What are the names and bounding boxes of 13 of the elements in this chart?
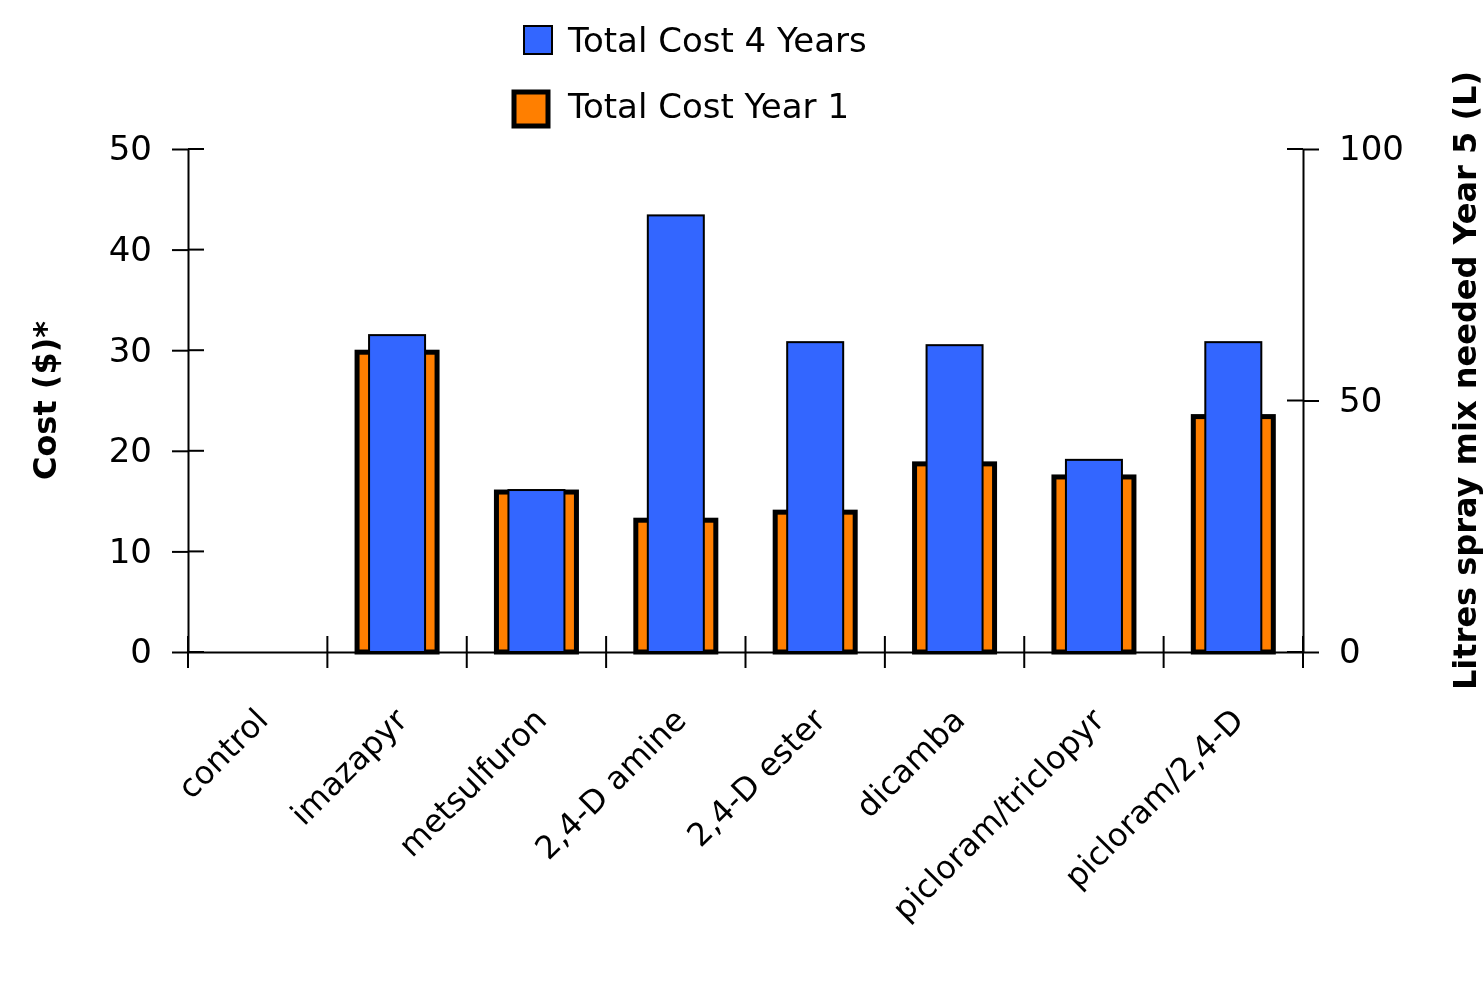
y-tick-label: 10 (108, 530, 152, 571)
legend-label: Total Cost 4 Years (567, 19, 867, 60)
legend-label: Total Cost Year 1 (567, 85, 850, 126)
y2-tick-label: 50 (1339, 379, 1383, 420)
y2-axis-title: Litres spray mix needed Year 5 (L) (1446, 70, 1483, 691)
y-tick-label: 30 (108, 329, 152, 370)
y-tick-label: 50 (108, 128, 152, 169)
y-axis-title: Cost ($)* (26, 320, 64, 481)
y-tick-label: 20 (108, 430, 152, 471)
y-tick-label: 0 (130, 631, 152, 672)
y2-tick-label: 100 (1339, 128, 1404, 169)
y-tick-label: 40 (108, 228, 152, 269)
y2-tick-label: 0 (1339, 631, 1361, 672)
